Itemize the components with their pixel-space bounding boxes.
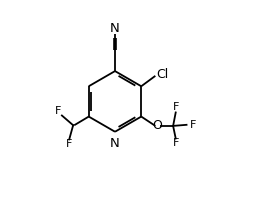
Text: F: F [66,139,72,149]
Text: O: O [153,119,163,132]
Text: N: N [110,22,120,35]
Text: F: F [173,102,179,112]
Text: F: F [55,106,62,116]
Text: Cl: Cl [156,68,169,81]
Text: F: F [173,138,179,148]
Text: F: F [190,120,196,130]
Text: N: N [110,137,120,150]
